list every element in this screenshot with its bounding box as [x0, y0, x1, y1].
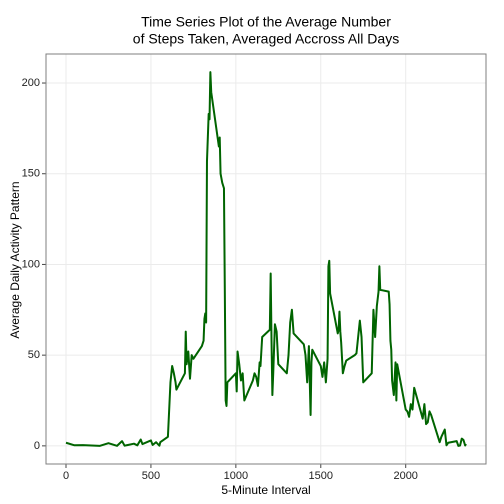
- chart-title: of Steps Taken, Averaged Accross All Day…: [133, 31, 399, 47]
- y-tick-label: 150: [22, 168, 40, 180]
- data-line: [65, 71, 467, 447]
- x-tick-label: 0: [63, 470, 69, 482]
- y-axis-title: Average Daily Activity Pattern: [8, 181, 22, 338]
- plot-panel: [46, 54, 486, 464]
- x-tick-label: 1000: [224, 470, 248, 482]
- y-tick-label: 100: [22, 258, 40, 270]
- x-tick-label: 1500: [309, 470, 333, 482]
- chart-title: Time Series Plot of the Average Number: [141, 14, 391, 30]
- x-axis-title: 5-Minute Interval: [221, 483, 310, 497]
- x-tick-label: 2000: [393, 470, 417, 482]
- y-tick-label: 200: [22, 77, 40, 89]
- panel-border: [45, 53, 487, 465]
- x-tick-label: 500: [142, 470, 160, 482]
- y-tick-label: 0: [34, 440, 40, 452]
- y-tick-label: 50: [28, 349, 40, 361]
